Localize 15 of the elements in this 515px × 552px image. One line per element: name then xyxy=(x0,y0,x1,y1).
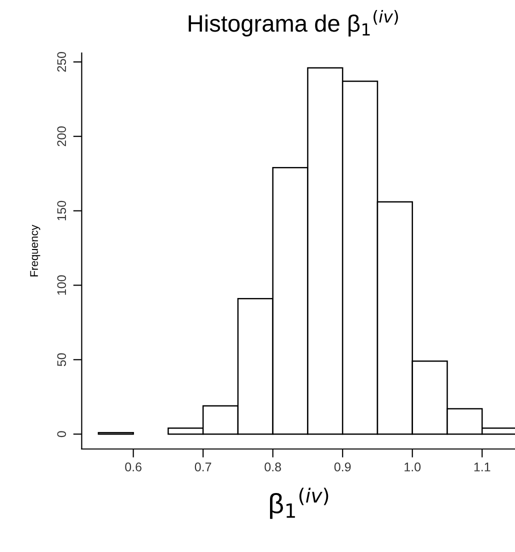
x-tick-label: 0.7 xyxy=(194,462,212,472)
y-tick-label: 50 xyxy=(57,353,66,366)
y-tick-label: 0 xyxy=(57,431,66,438)
y-tick-label: 200 xyxy=(57,126,66,146)
y-tick-label: 150 xyxy=(57,200,66,220)
x-axis-title: β$_{1}$$^{(iv)}$ xyxy=(270,488,328,519)
y-tick-label: 250 xyxy=(57,52,66,72)
x-tick-label: 0.9 xyxy=(334,462,351,472)
y-tick-label: 100 xyxy=(57,275,66,295)
y-axis-title: Frequency xyxy=(30,224,40,276)
x-tick-label: 0.6 xyxy=(125,462,142,472)
x-tick-label: 1.1 xyxy=(474,462,490,472)
chart-title: Histograma de β$_{1}$$^{(iv)}$ xyxy=(188,10,398,36)
x-tick-label: 1.0 xyxy=(404,462,421,472)
x-tick-label: 0.8 xyxy=(264,462,281,472)
